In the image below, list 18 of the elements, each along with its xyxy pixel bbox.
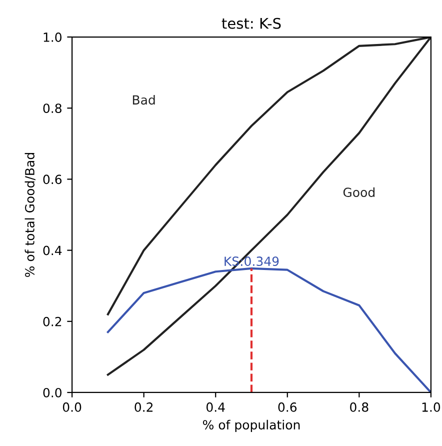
x-tick-label: 0.4	[206, 402, 225, 412]
line-series	[106, 267, 431, 392]
x-axis-title: % of population	[202, 420, 300, 432]
y-tick-label: 0.8	[43, 104, 62, 114]
x-tick-label: 0.6	[278, 402, 297, 412]
y-tick-label: 0.0	[43, 388, 62, 398]
x-tick-label: 1.0	[422, 402, 440, 412]
y-axis-title: % of total Good/Bad	[24, 153, 36, 277]
annotation: Good	[343, 187, 374, 198]
y-tick-label: 0.2	[43, 316, 62, 326]
annotation: Bad	[132, 94, 155, 105]
x-tick-label: 0.8	[350, 402, 368, 412]
y-tick-label: 1.0	[44, 32, 62, 42]
y-tick-label: 0.4	[43, 246, 62, 256]
x-tick-label: 0.0	[62, 402, 82, 412]
x-tick-label: 0.2	[134, 402, 153, 412]
y-tick-label: 0.6	[43, 174, 62, 184]
chart-title: test: K-S	[222, 18, 281, 29]
